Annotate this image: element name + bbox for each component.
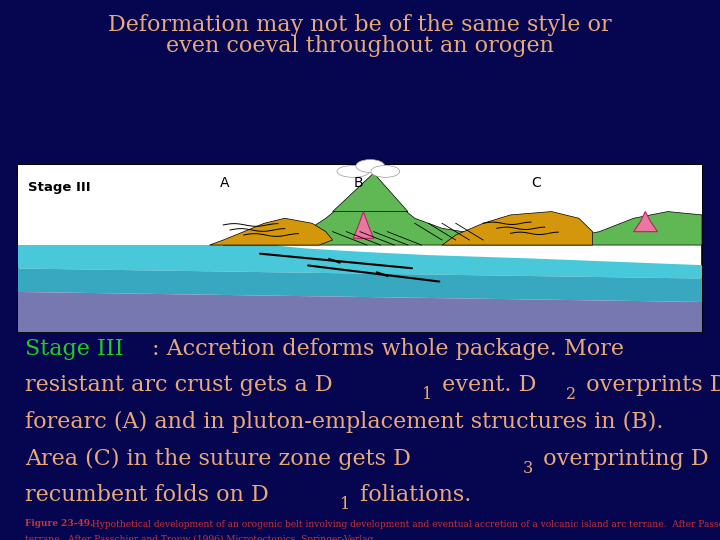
Bar xyxy=(18,165,702,332)
Polygon shape xyxy=(18,245,702,279)
Polygon shape xyxy=(210,218,333,245)
Text: Stage III: Stage III xyxy=(28,181,91,194)
Text: : Accretion deforms whole package. More: : Accretion deforms whole package. More xyxy=(153,338,624,360)
Text: terrane.  After Passchier and Trouw (1996) Microtectonics. Springer-Verlag.: terrane. After Passchier and Trouw (1996… xyxy=(25,535,377,540)
Text: Area (C) in the suture zone gets D: Area (C) in the suture zone gets D xyxy=(25,448,411,470)
Ellipse shape xyxy=(337,165,369,177)
Ellipse shape xyxy=(356,159,384,172)
Polygon shape xyxy=(223,185,702,245)
Text: event. D: event. D xyxy=(436,374,536,396)
Text: A: A xyxy=(220,177,229,191)
Text: 1: 1 xyxy=(422,386,433,403)
Text: 3: 3 xyxy=(523,460,534,476)
Text: Deformation may not be of the same style or: Deformation may not be of the same style… xyxy=(108,14,612,36)
Text: even coeval throughout an orogen: even coeval throughout an orogen xyxy=(166,35,554,57)
Text: foliations.: foliations. xyxy=(353,484,472,507)
Polygon shape xyxy=(442,212,593,245)
Polygon shape xyxy=(18,292,702,332)
Polygon shape xyxy=(18,245,278,252)
Ellipse shape xyxy=(371,165,400,177)
Text: Figure 23-49.: Figure 23-49. xyxy=(25,519,94,529)
Text: 1: 1 xyxy=(340,496,350,513)
Text: resistant arc crust gets a D: resistant arc crust gets a D xyxy=(25,374,333,396)
Polygon shape xyxy=(18,268,702,302)
Text: Hypothetical development of an orogenic belt involving development and eventual : Hypothetical development of an orogenic … xyxy=(89,519,720,529)
Text: 2: 2 xyxy=(566,386,576,403)
Text: overprints D: overprints D xyxy=(579,374,720,396)
Bar xyxy=(18,165,702,245)
Text: forearc (A) and in pluton-emplacement structures in (B).: forearc (A) and in pluton-emplacement st… xyxy=(25,411,664,433)
Text: Stage III: Stage III xyxy=(25,338,124,360)
Text: overprinting D: overprinting D xyxy=(536,448,709,470)
Text: B: B xyxy=(353,177,363,191)
Polygon shape xyxy=(333,173,408,212)
Polygon shape xyxy=(353,212,374,238)
Text: C: C xyxy=(531,177,541,191)
Polygon shape xyxy=(634,212,657,232)
Text: recumbent folds on D: recumbent folds on D xyxy=(25,484,269,507)
